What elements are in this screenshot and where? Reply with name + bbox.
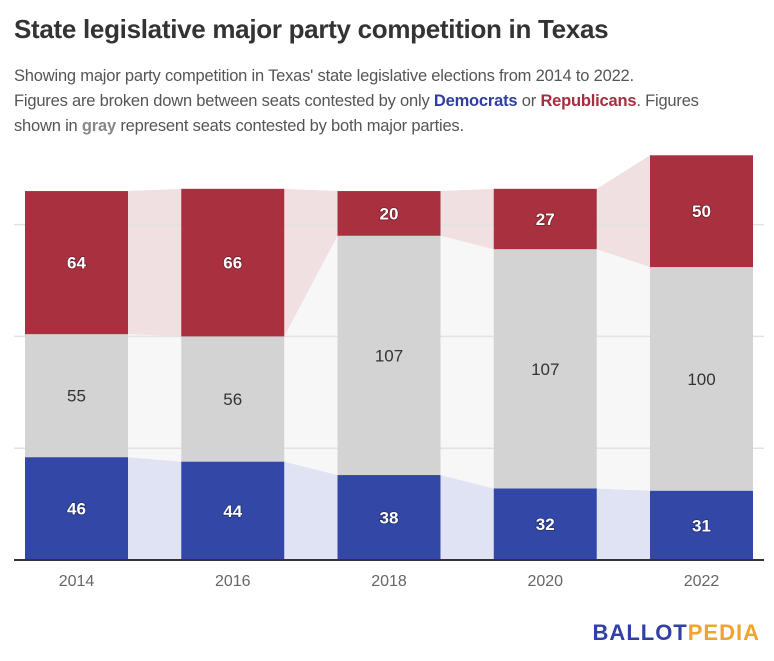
band-democrats xyxy=(440,475,494,560)
x-tick-label: 2022 xyxy=(684,573,720,590)
subtitle-text: . Figures xyxy=(636,92,699,110)
data-label-democrats: 32 xyxy=(536,515,555,534)
data-label-both-parties: 107 xyxy=(531,360,559,379)
band-republicans xyxy=(596,155,650,268)
subtitle-text: represent seats contested by both major … xyxy=(115,117,464,135)
bar-republicans-2022 xyxy=(650,155,753,268)
data-label-democrats: 38 xyxy=(380,509,399,528)
bar-democrats-2020 xyxy=(493,488,597,560)
data-label-republicans: 20 xyxy=(380,204,399,223)
bar-republicans-2016 xyxy=(181,188,285,337)
x-tick-labels: 2014 2016 2018 2020 2022 xyxy=(59,573,720,590)
data-label-republicans: 50 xyxy=(692,202,711,221)
bar-democrats-2022 xyxy=(650,490,753,560)
data-labels: 46 55 64 44 56 66 38 107 20 32 107 27 31 100 50 xyxy=(66,201,715,536)
subtitle-democrats: Democrats xyxy=(433,92,518,110)
bar-democrats-2014 xyxy=(25,457,128,560)
data-label-both-parties: 100 xyxy=(687,370,715,389)
data-label-both-parties: 107 xyxy=(375,346,403,365)
band-both-parties xyxy=(440,235,494,489)
band-democrats xyxy=(596,488,650,560)
x-tick-label: 2016 xyxy=(215,573,251,590)
logo-pedia: PEDIA xyxy=(687,620,760,645)
data-label-democrats: 31 xyxy=(692,516,711,535)
subtitle-text: or xyxy=(517,92,541,110)
data-label-republicans: 66 xyxy=(223,254,242,273)
subtitle-line-1: Showing major party competition in Texas… xyxy=(14,67,634,85)
bar-republicans-2020 xyxy=(493,188,597,250)
bar-both-parties-2020 xyxy=(493,249,597,489)
subtitle-gray: gray xyxy=(81,117,116,135)
ballotpedia-logo: BALLOTPEDIA xyxy=(593,620,760,646)
band-both-parties xyxy=(284,235,338,476)
x-tick-label: 2020 xyxy=(527,573,563,590)
chart-subtitle: Showing major party competition in Texas… xyxy=(14,64,774,139)
bars xyxy=(25,155,753,560)
x-tick-label: 2014 xyxy=(59,573,95,590)
subtitle-text: Figures are broken down between seats co… xyxy=(14,92,434,110)
band-republicans xyxy=(128,188,182,337)
subtitle-republicans: Republicans xyxy=(540,92,637,110)
data-label-both-parties: 56 xyxy=(223,390,242,409)
bar-democrats-2016 xyxy=(181,461,285,560)
data-label-republicans: 27 xyxy=(536,210,555,229)
band-republicans xyxy=(284,188,338,337)
bar-both-parties-2014 xyxy=(25,334,128,458)
band-democrats xyxy=(128,457,182,560)
chart-title: State legislative major party competitio… xyxy=(14,14,609,44)
bar-both-parties-2018 xyxy=(337,235,441,476)
bar-republicans-2018 xyxy=(337,191,441,236)
data-label-democrats: 44 xyxy=(223,502,242,521)
data-label-both-parties: 55 xyxy=(67,387,86,406)
bar-both-parties-2022 xyxy=(650,267,753,491)
data-label-republicans: 64 xyxy=(67,254,86,273)
data-label-democrats: 46 xyxy=(67,500,86,519)
bar-both-parties-2016 xyxy=(181,336,285,462)
subtitle-text: shown in xyxy=(14,117,82,135)
band-both-parties xyxy=(128,334,182,462)
band-democrats xyxy=(284,461,338,560)
logo-ballot: BALLOT xyxy=(592,620,688,645)
connector-bands xyxy=(128,155,650,560)
x-tick-label: 2018 xyxy=(371,573,407,590)
band-republicans xyxy=(440,188,494,250)
bar-democrats-2018 xyxy=(337,475,441,560)
bar-republicans-2014 xyxy=(25,191,128,335)
band-both-parties xyxy=(596,249,650,491)
